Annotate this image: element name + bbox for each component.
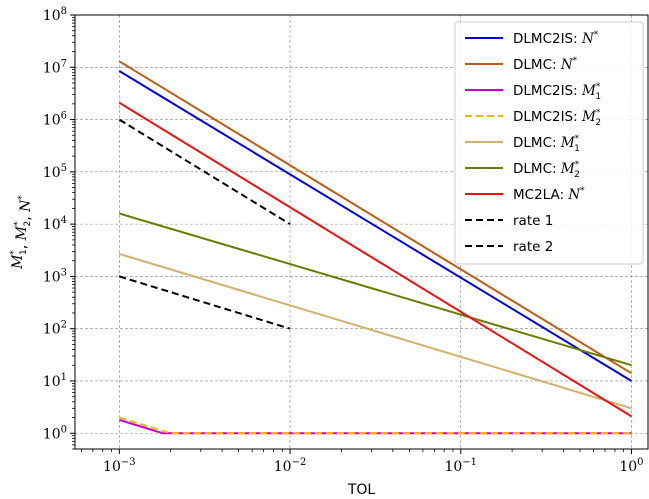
series-line [118, 101, 633, 418]
legend-entry-label: DLMC2IS: M* 1 [513, 82, 601, 102]
y-tick-label: 101 [43, 372, 67, 390]
series-line [119, 418, 632, 435]
x-tick-label: 10−3 [103, 457, 136, 475]
legend-box [454, 21, 644, 265]
series-line [119, 416, 632, 435]
y-tick-label: 106 [43, 111, 67, 129]
x-axis-ticks: 10−3 10−2 10−1 100 [81, 449, 644, 475]
legend-entry-label: DLMC: M* 1 [513, 134, 580, 154]
y-axis-ticks: 100 101 102 103 104 105 106 107 108 [43, 6, 75, 450]
legend: DLMC2IS: N* DLMC: N* DLMC2IS: M* 1 DLMC2IS: … [454, 21, 644, 265]
series-lines [118, 60, 633, 435]
y-tick-label: 107 [43, 58, 67, 76]
legend-entry-label: DLMC: N* [513, 56, 578, 73]
series-line [119, 212, 632, 367]
legend-entry-label: MC2LA: N* [513, 186, 585, 203]
series-line [119, 252, 632, 410]
series-line [118, 70, 633, 382]
legend-entry-label: DLMC2IS: N* [513, 30, 599, 47]
y-tick-label: 104 [43, 215, 67, 233]
x-axis-title: TOL [347, 482, 376, 498]
legend-entry-label: DLMC2IS: M* 2 [513, 108, 601, 128]
y-tick-label: 102 [43, 320, 67, 338]
series-line [118, 118, 291, 225]
y-tick-label: 105 [43, 163, 67, 181]
legend-entry-label: rate 2 [513, 239, 553, 255]
y-tick-label: 103 [43, 267, 67, 285]
legend-entry-label: rate 1 [513, 213, 553, 229]
y-axis-title: M*1, M*2, N* [9, 195, 34, 270]
y-tick-label: 100 [43, 424, 67, 442]
x-tick-label: 10−2 [274, 457, 307, 475]
x-tick-label: 10−1 [444, 457, 477, 475]
legend-entry-label: DLMC: M* 2 [513, 160, 580, 180]
y-tick-label: 108 [43, 6, 67, 24]
series-line [119, 275, 291, 330]
y-axis-title-text: M*1, M*2, N* [9, 195, 34, 270]
x-tick-label: 100 [619, 457, 643, 475]
series-line [118, 60, 633, 375]
